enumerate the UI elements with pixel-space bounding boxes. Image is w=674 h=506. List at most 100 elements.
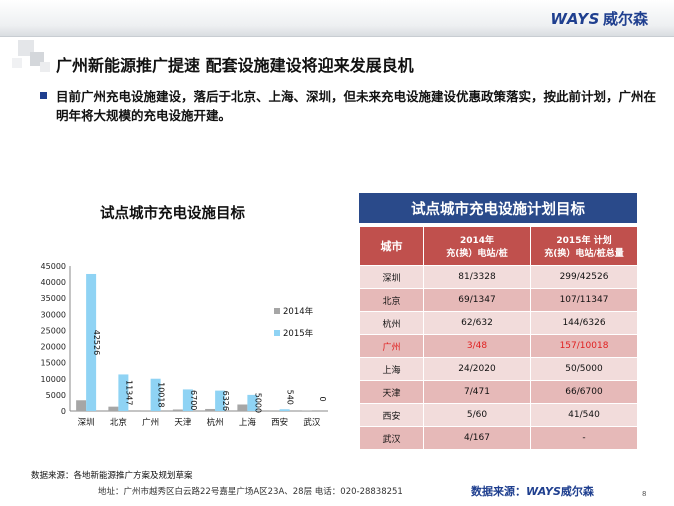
bar-2014 — [301, 410, 312, 411]
bar-2015 — [86, 273, 97, 411]
bar-2015 — [150, 378, 161, 411]
table-cell-city: 天津 — [359, 380, 424, 404]
bar-2014 — [237, 404, 248, 411]
decor-square — [40, 62, 50, 72]
table-row: 北京 69/1347 107/11347 — [359, 288, 638, 312]
data-label: 6326 — [221, 391, 230, 411]
table-cell-city: 上海 — [359, 357, 424, 381]
bullet-square-icon — [40, 92, 47, 99]
table-title: 试点城市充电设施计划目标 — [359, 193, 637, 223]
table-cell-2014: 5/60 — [423, 403, 531, 427]
bar-2014 — [108, 406, 119, 411]
top-banner — [0, 0, 674, 36]
x-tick-label: 西安 — [271, 417, 288, 428]
bar-2014 — [172, 409, 183, 411]
table-cell-2015: 144/6326 — [530, 311, 638, 335]
page-title: 广州新能源推广提速 配套设施建设将迎来发展良机 — [56, 56, 414, 75]
logo-en-text: WAYS — [550, 10, 600, 28]
y-tick-label: 10000 — [41, 375, 66, 384]
data-label: 5000 — [253, 393, 262, 413]
table-row: 杭州 62/632 144/6326 — [359, 311, 638, 335]
y-tick-label: 15000 — [41, 359, 66, 368]
table-header-line: 2014年 — [459, 236, 495, 246]
data-label: 540 — [286, 390, 295, 405]
plan-table: 城市 2014年充(换）电站/桩 2015年 计划充(换）电站/桩总量 深圳 81… — [359, 226, 638, 450]
table-header-line: 城市 — [380, 240, 403, 253]
x-tick-label: 上海 — [239, 417, 257, 428]
table-cell-2014: 3/48 — [423, 334, 531, 358]
table-header-row: 城市 2014年充(换）电站/桩 2015年 计划充(换）电站/桩总量 — [359, 226, 638, 266]
table-header-2014: 2014年充(换）电站/桩 — [423, 226, 531, 266]
table-cell-2015: 50/5000 — [530, 357, 638, 381]
footer-source-en: WAYS — [526, 485, 561, 498]
table-row: 武汉 4/167- — [359, 426, 638, 450]
y-tick-label: 5000 — [46, 391, 66, 400]
table-cell-city: 西安 — [359, 403, 424, 427]
legend-label: 2014年 — [283, 306, 314, 317]
source-note: 数据来源：各地新能源推广方案及规划草案 — [31, 471, 193, 481]
table-cell-city: 武汉 — [359, 426, 424, 450]
x-tick-label: 杭州 — [207, 417, 224, 428]
data-label: 0 — [318, 396, 327, 401]
table-header-city: 城市 — [359, 226, 424, 266]
x-tick-label: 天津 — [174, 417, 192, 428]
table-cell-2014: 7/471 — [423, 380, 531, 404]
bar-2015 — [279, 409, 290, 411]
legend-swatch — [274, 330, 280, 336]
bar-2015 — [215, 390, 226, 411]
table-cell-2015: 107/11347 — [530, 288, 638, 312]
y-tick-label: 40000 — [41, 278, 66, 287]
x-tick-label: 广州 — [142, 417, 159, 428]
bullet-text: 目前广州充电设施建设，落后于北京、上海、深圳，但未来充电设施建设优惠政策落实，按… — [56, 89, 657, 123]
table-cell-2015: - — [530, 426, 638, 450]
table-row: 西安 5/60 41/540 — [359, 403, 638, 427]
x-tick-label: 武汉 — [303, 417, 321, 428]
table-cell-2015: 66/6700 — [530, 380, 638, 404]
bar-2015 — [182, 389, 193, 411]
page-number: 8 — [642, 490, 647, 498]
y-tick-label: 0 — [61, 407, 66, 416]
footer-source: 数据来源：WAYS威尔森 — [471, 483, 594, 499]
logo-cn-text: 威尔森 — [602, 10, 648, 28]
y-tick-label: 25000 — [41, 326, 66, 335]
table-cell-2014: 4/167 — [423, 426, 531, 450]
table-cell-city: 北京 — [359, 288, 424, 312]
table-header-line: 充(换）电站/桩 — [446, 249, 508, 259]
x-tick-label: 北京 — [110, 417, 127, 428]
legend-label: 2015年 — [283, 328, 314, 339]
bar-chart: 0 5000 10000 15000 20000 25000 30000 35000 40000… — [41, 262, 328, 428]
bar-2014 — [205, 408, 216, 411]
table-header-line: 充(换）电站/桩总量 — [544, 249, 624, 259]
y-tick-label: 20000 — [41, 343, 66, 352]
table-cell-2015: 299/42526 — [530, 265, 638, 289]
data-label: 11347 — [124, 380, 133, 405]
table-header-2015: 2015年 计划充(换）电站/桩总量 — [530, 226, 638, 266]
table-cell-2014: 81/3328 — [423, 265, 531, 289]
table-cell-2014: 24/2020 — [423, 357, 531, 381]
data-label: 6700 — [189, 390, 198, 410]
bar-2015 — [247, 394, 258, 411]
table-cell-city: 广州 — [359, 334, 424, 358]
y-tick-label: 35000 — [41, 294, 66, 303]
footer-source-cn: 威尔森 — [560, 485, 594, 498]
table-cell-2014: 62/632 — [423, 311, 531, 335]
table-header-line: 2015年 计划 — [556, 236, 612, 246]
table-cell-city: 杭州 — [359, 311, 424, 335]
table-cell-2015: 157/10018 — [530, 334, 638, 358]
chart-title: 试点城市充电设施目标 — [100, 206, 245, 222]
table-cell-2015: 41/540 — [530, 403, 638, 427]
table-row: 广州 3/48 157/10018 — [359, 334, 638, 358]
table-row: 天津 7/471 66/6700 — [359, 380, 638, 404]
x-tick-label: 深圳 — [78, 417, 95, 428]
bar-2015 — [118, 374, 129, 411]
data-label: 10018 — [157, 382, 166, 407]
brand-logo: WAYS 威尔森 — [550, 8, 648, 29]
footer-address: 地址：广州市越秀区白云路22号嘉星广场A区23A、28层 电话：020-2883… — [98, 487, 403, 497]
y-tick-label: 30000 — [41, 310, 66, 319]
data-label: 42526 — [92, 330, 101, 355]
top-divider — [0, 36, 674, 37]
table-cell-city: 深圳 — [359, 265, 424, 289]
decor-square — [12, 58, 22, 68]
bar-2014 — [76, 400, 87, 411]
table-row: 深圳 81/3328 299/42526 — [359, 265, 638, 289]
